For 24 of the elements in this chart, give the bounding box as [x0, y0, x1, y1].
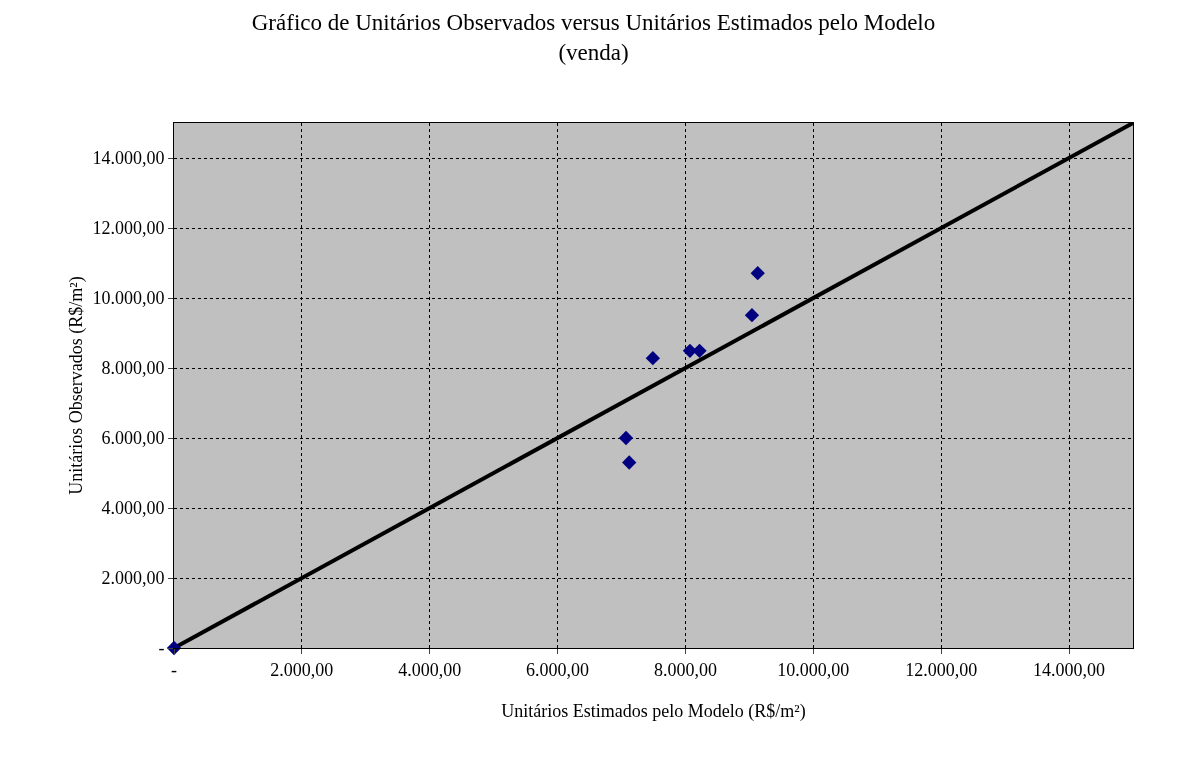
point: [750, 266, 765, 281]
y-tick-label: 10.000,00: [92, 288, 165, 309]
x-tick-label: 12.000,00: [905, 659, 978, 680]
x-tick-label: 6.000,00: [526, 659, 590, 680]
y-tick-label: 2.000,00: [101, 568, 165, 589]
y-tick-label: 4.000,00: [101, 498, 165, 519]
y-tick-label: 12.000,00: [92, 218, 165, 239]
x-tick-label: 4.000,00: [398, 659, 462, 680]
x-tick-label: 14.000,00: [1033, 659, 1106, 680]
point: [618, 430, 634, 446]
point: [692, 343, 707, 358]
x-tick-label: 8.000,00: [653, 659, 717, 680]
point: [744, 308, 760, 323]
x-tick-label: 10.000,00: [777, 659, 850, 680]
x-tick-label: 2.000,00: [270, 659, 334, 680]
x-axis-title: Unitários Estimados pelo Modelo (R$/m²): [501, 700, 806, 722]
point: [622, 455, 637, 470]
y-tick-label: 8.000,00: [101, 358, 165, 379]
chart-title: Gráfico de Unitários Observados versus Unitários Estimados pelo Modelo (venda): [251, 10, 936, 66]
y-tick-label: 14.000,00: [92, 148, 165, 169]
point: [645, 351, 661, 366]
y-tick-label: -: [158, 638, 165, 659]
y-axis-title: Unitários Observados (R$/m²): [65, 276, 87, 495]
y-tick-label: 6.000,00: [101, 428, 165, 449]
